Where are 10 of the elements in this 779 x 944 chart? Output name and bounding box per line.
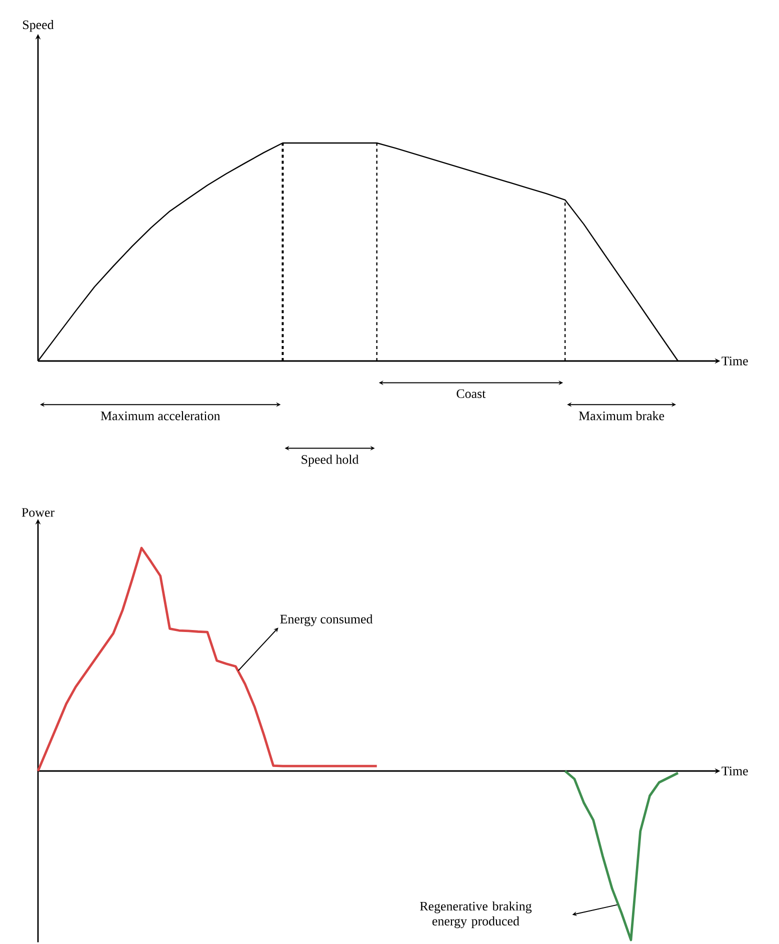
x-axis-title: Time — [722, 356, 748, 366]
annotation: Regenerative braking energy produced — [420, 901, 532, 928]
y-axis-title: Speed — [23, 20, 54, 32]
text: Maximum brake — [578, 411, 664, 420]
text: Maximum acceleration — [100, 411, 220, 420]
x-axis-title: Time — [722, 766, 748, 776]
annotation: Energy consumed — [280, 614, 373, 626]
y-axis-title: Power — [22, 508, 54, 517]
text: Coast — [456, 389, 486, 398]
text: Speed hold — [302, 454, 359, 466]
